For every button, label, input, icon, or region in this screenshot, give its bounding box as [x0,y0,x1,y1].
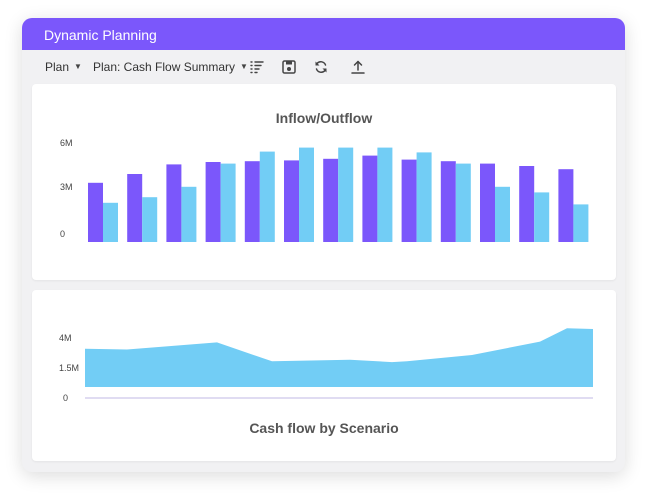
y-tick-label: 0 [60,229,65,239]
bar [573,204,589,242]
bar [480,163,495,242]
plan-view-dropdown-label: Plan: Cash Flow Summary [93,60,236,74]
y-tick-label: 1.5M [59,363,79,373]
y-tick-label: 4M [59,333,72,343]
area-chart-title: Cash flow by Scenario [249,420,399,436]
bar [558,169,574,242]
bar [127,174,143,242]
bar [244,161,260,242]
bar [103,202,118,242]
app-window: Dynamic Planning Plan ▼ Plan: Cash Flow … [22,18,625,472]
bar [259,151,275,242]
bar [166,164,182,242]
bar [534,192,550,242]
area-series [85,328,593,387]
plan-dropdown-label: Plan [45,60,70,74]
bar [401,159,417,242]
bar [495,186,510,242]
inflow-outflow-chart: 6M 3M 0 [60,138,589,242]
bar [205,162,221,242]
sort-list-icon[interactable] [249,59,265,75]
y-tick-label: 0 [63,393,68,403]
bar [181,186,197,242]
toolbar: Plan ▼ Plan: Cash Flow Summary ▼ [22,50,625,84]
app-title: Dynamic Planning [44,27,157,43]
bar [416,152,432,242]
y-tick-label: 6M [60,138,73,148]
cash-flow-chart: 4M 1.5M 0 [59,328,593,403]
save-icon[interactable] [281,59,297,75]
bar [519,166,535,242]
bar [284,160,299,242]
bar [88,182,103,242]
bar-chart-title: Inflow/Outflow [275,110,373,126]
refresh-icon[interactable] [313,59,329,75]
bar [323,158,339,242]
chevron-down-icon: ▼ [240,62,248,71]
bar [220,163,236,242]
bar [455,163,471,242]
bar [377,147,393,242]
y-tick-label: 3M [60,182,73,192]
plan-view-dropdown[interactable]: Plan: Cash Flow Summary ▼ [93,59,248,75]
upload-icon[interactable] [350,59,366,75]
bar [440,161,456,242]
chevron-down-icon: ▼ [74,62,82,71]
inflow-outflow-card: Inflow/Outflow 6M 3M 0 [32,84,616,280]
cash-flow-card: 4M 1.5M 0 Cash flow by Scenario [32,290,616,461]
bar [362,155,378,242]
bar [338,147,354,242]
app-title-bar: Dynamic Planning [22,18,625,50]
bar [299,147,314,242]
bar [142,197,158,242]
plan-dropdown[interactable]: Plan ▼ [45,59,82,75]
